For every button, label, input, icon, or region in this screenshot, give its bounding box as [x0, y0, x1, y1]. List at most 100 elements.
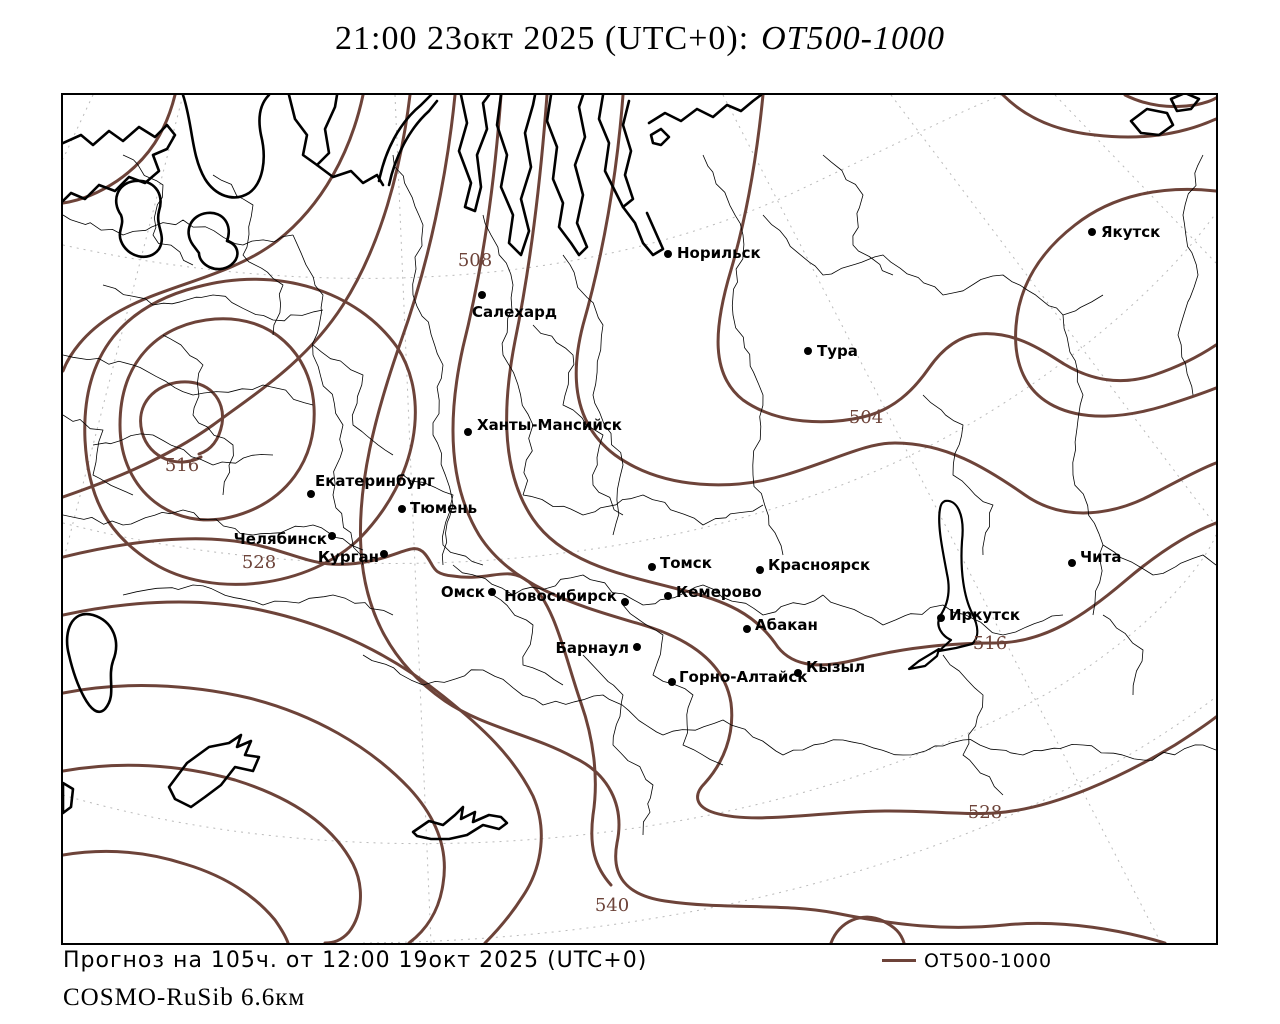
admin-border — [582, 654, 654, 836]
contour-label: 540 — [595, 895, 629, 916]
graticule-line — [63, 95, 1004, 279]
ot500-1000-contour — [63, 600, 543, 943]
page-title: 21:00 23окт 2025 (UTC+0): OT500-1000 — [0, 20, 1280, 58]
city-marker — [794, 669, 802, 677]
ot500-1000-contour — [63, 684, 446, 943]
admin-border — [1062, 314, 1104, 616]
city-marker — [380, 550, 388, 558]
coastline — [181, 95, 271, 199]
coastline — [649, 127, 671, 147]
city-label: Челябинск — [234, 530, 327, 548]
city-label: Екатеринбург — [315, 472, 435, 490]
graticule-line — [394, 95, 432, 943]
ot500-1000-contour — [63, 849, 290, 943]
city-marker — [398, 505, 406, 513]
ot500-1000-contour — [1014, 187, 1216, 418]
admin-border — [822, 594, 1064, 636]
ot500-1000-contour — [63, 763, 362, 943]
coastline — [545, 95, 589, 257]
city-marker — [648, 563, 656, 571]
title-field-name: OT500-1000 — [761, 20, 945, 57]
ot500-1000-contour — [118, 317, 316, 522]
title-datetime: 21:00 23окт 2025 (UTC+0): — [335, 20, 750, 57]
city-marker — [478, 291, 486, 299]
city-marker — [633, 643, 641, 651]
legend-line-sample — [882, 958, 916, 962]
contour-label: 528 — [242, 552, 276, 573]
graticule-line — [890, 95, 1216, 527]
contour-label: 528 — [968, 802, 1002, 823]
coastline — [287, 95, 339, 167]
admin-border — [532, 324, 624, 516]
contour-label: 504 — [849, 407, 883, 428]
city-label: Кемерово — [676, 583, 762, 601]
map-canvas: 508 516 528 504 516 528 540 Норильск Якутск Салех… — [63, 95, 1216, 943]
city-marker — [307, 490, 315, 498]
admin-border — [942, 654, 1004, 796]
admin-border — [562, 254, 624, 536]
coastline — [167, 733, 261, 809]
forecast-info: Прогноз на 105ч. от 12:00 19окт 2025 (UT… — [63, 948, 648, 973]
coastline — [457, 95, 491, 213]
coastline — [1129, 107, 1175, 137]
lake-baikal — [907, 647, 941, 671]
city-label: Курган — [318, 548, 379, 566]
ot500-1000-contour — [63, 95, 177, 205]
admin-border — [1102, 544, 1216, 576]
coastline — [597, 95, 635, 209]
city-marker — [1088, 228, 1096, 236]
ot500-1000-contour — [716, 95, 1216, 424]
ot500-1000-contour — [505, 95, 1216, 667]
city-marker — [1068, 559, 1076, 567]
coastline — [377, 95, 433, 183]
city-label: Чита — [1080, 548, 1121, 566]
city-label: Иркутск — [949, 606, 1020, 624]
city-marker — [756, 566, 764, 574]
graticule-line — [63, 95, 94, 160]
legend: OT500-1000 — [882, 950, 1052, 972]
admin-border — [402, 474, 484, 566]
coastline — [315, 163, 385, 187]
admin-border — [362, 654, 1216, 761]
admin-border — [522, 494, 764, 526]
contour-label: 508 — [458, 250, 492, 271]
coastline — [63, 123, 177, 203]
ot500-1000-contour — [358, 95, 1167, 943]
city-marker — [743, 625, 751, 633]
coastline — [495, 95, 537, 257]
admin-border — [312, 344, 394, 456]
ot500-1000-contour — [829, 915, 906, 943]
coastline — [65, 612, 118, 713]
ot500-1000-contour — [1001, 95, 1216, 139]
admin-border — [162, 334, 234, 496]
city-label: Якутск — [1101, 223, 1160, 241]
admin-border — [492, 594, 564, 686]
city-label: Новосибирск — [504, 587, 617, 605]
ot500-1000-contour — [574, 95, 1216, 515]
model-info: COSMO-RuSib 6.6км — [63, 984, 306, 1011]
admin-border — [482, 214, 534, 496]
admin-border — [122, 584, 394, 616]
admin-border — [63, 414, 134, 496]
map-frame: 508 516 528 504 516 528 540 Норильск Якутск Салех… — [61, 93, 1218, 945]
lake-baikal — [937, 499, 979, 653]
contour-label: 516 — [165, 455, 199, 476]
admin-border — [922, 394, 994, 556]
coastline — [621, 205, 665, 257]
city-marker — [488, 588, 496, 596]
admin-border — [122, 154, 194, 266]
city-marker — [328, 532, 336, 540]
admin-border — [102, 284, 324, 322]
admin-border — [292, 234, 364, 566]
city-label: Кызыл — [806, 658, 865, 676]
city-marker — [621, 598, 629, 606]
coastline — [63, 781, 75, 815]
city-label: Барнаул — [555, 639, 629, 657]
coastline — [114, 179, 164, 259]
coastline — [387, 99, 439, 187]
admin-border — [63, 509, 364, 551]
admin-border — [762, 214, 1104, 316]
coastline — [187, 211, 239, 271]
city-label: Томск — [660, 554, 712, 572]
legend-label: OT500-1000 — [924, 950, 1053, 972]
